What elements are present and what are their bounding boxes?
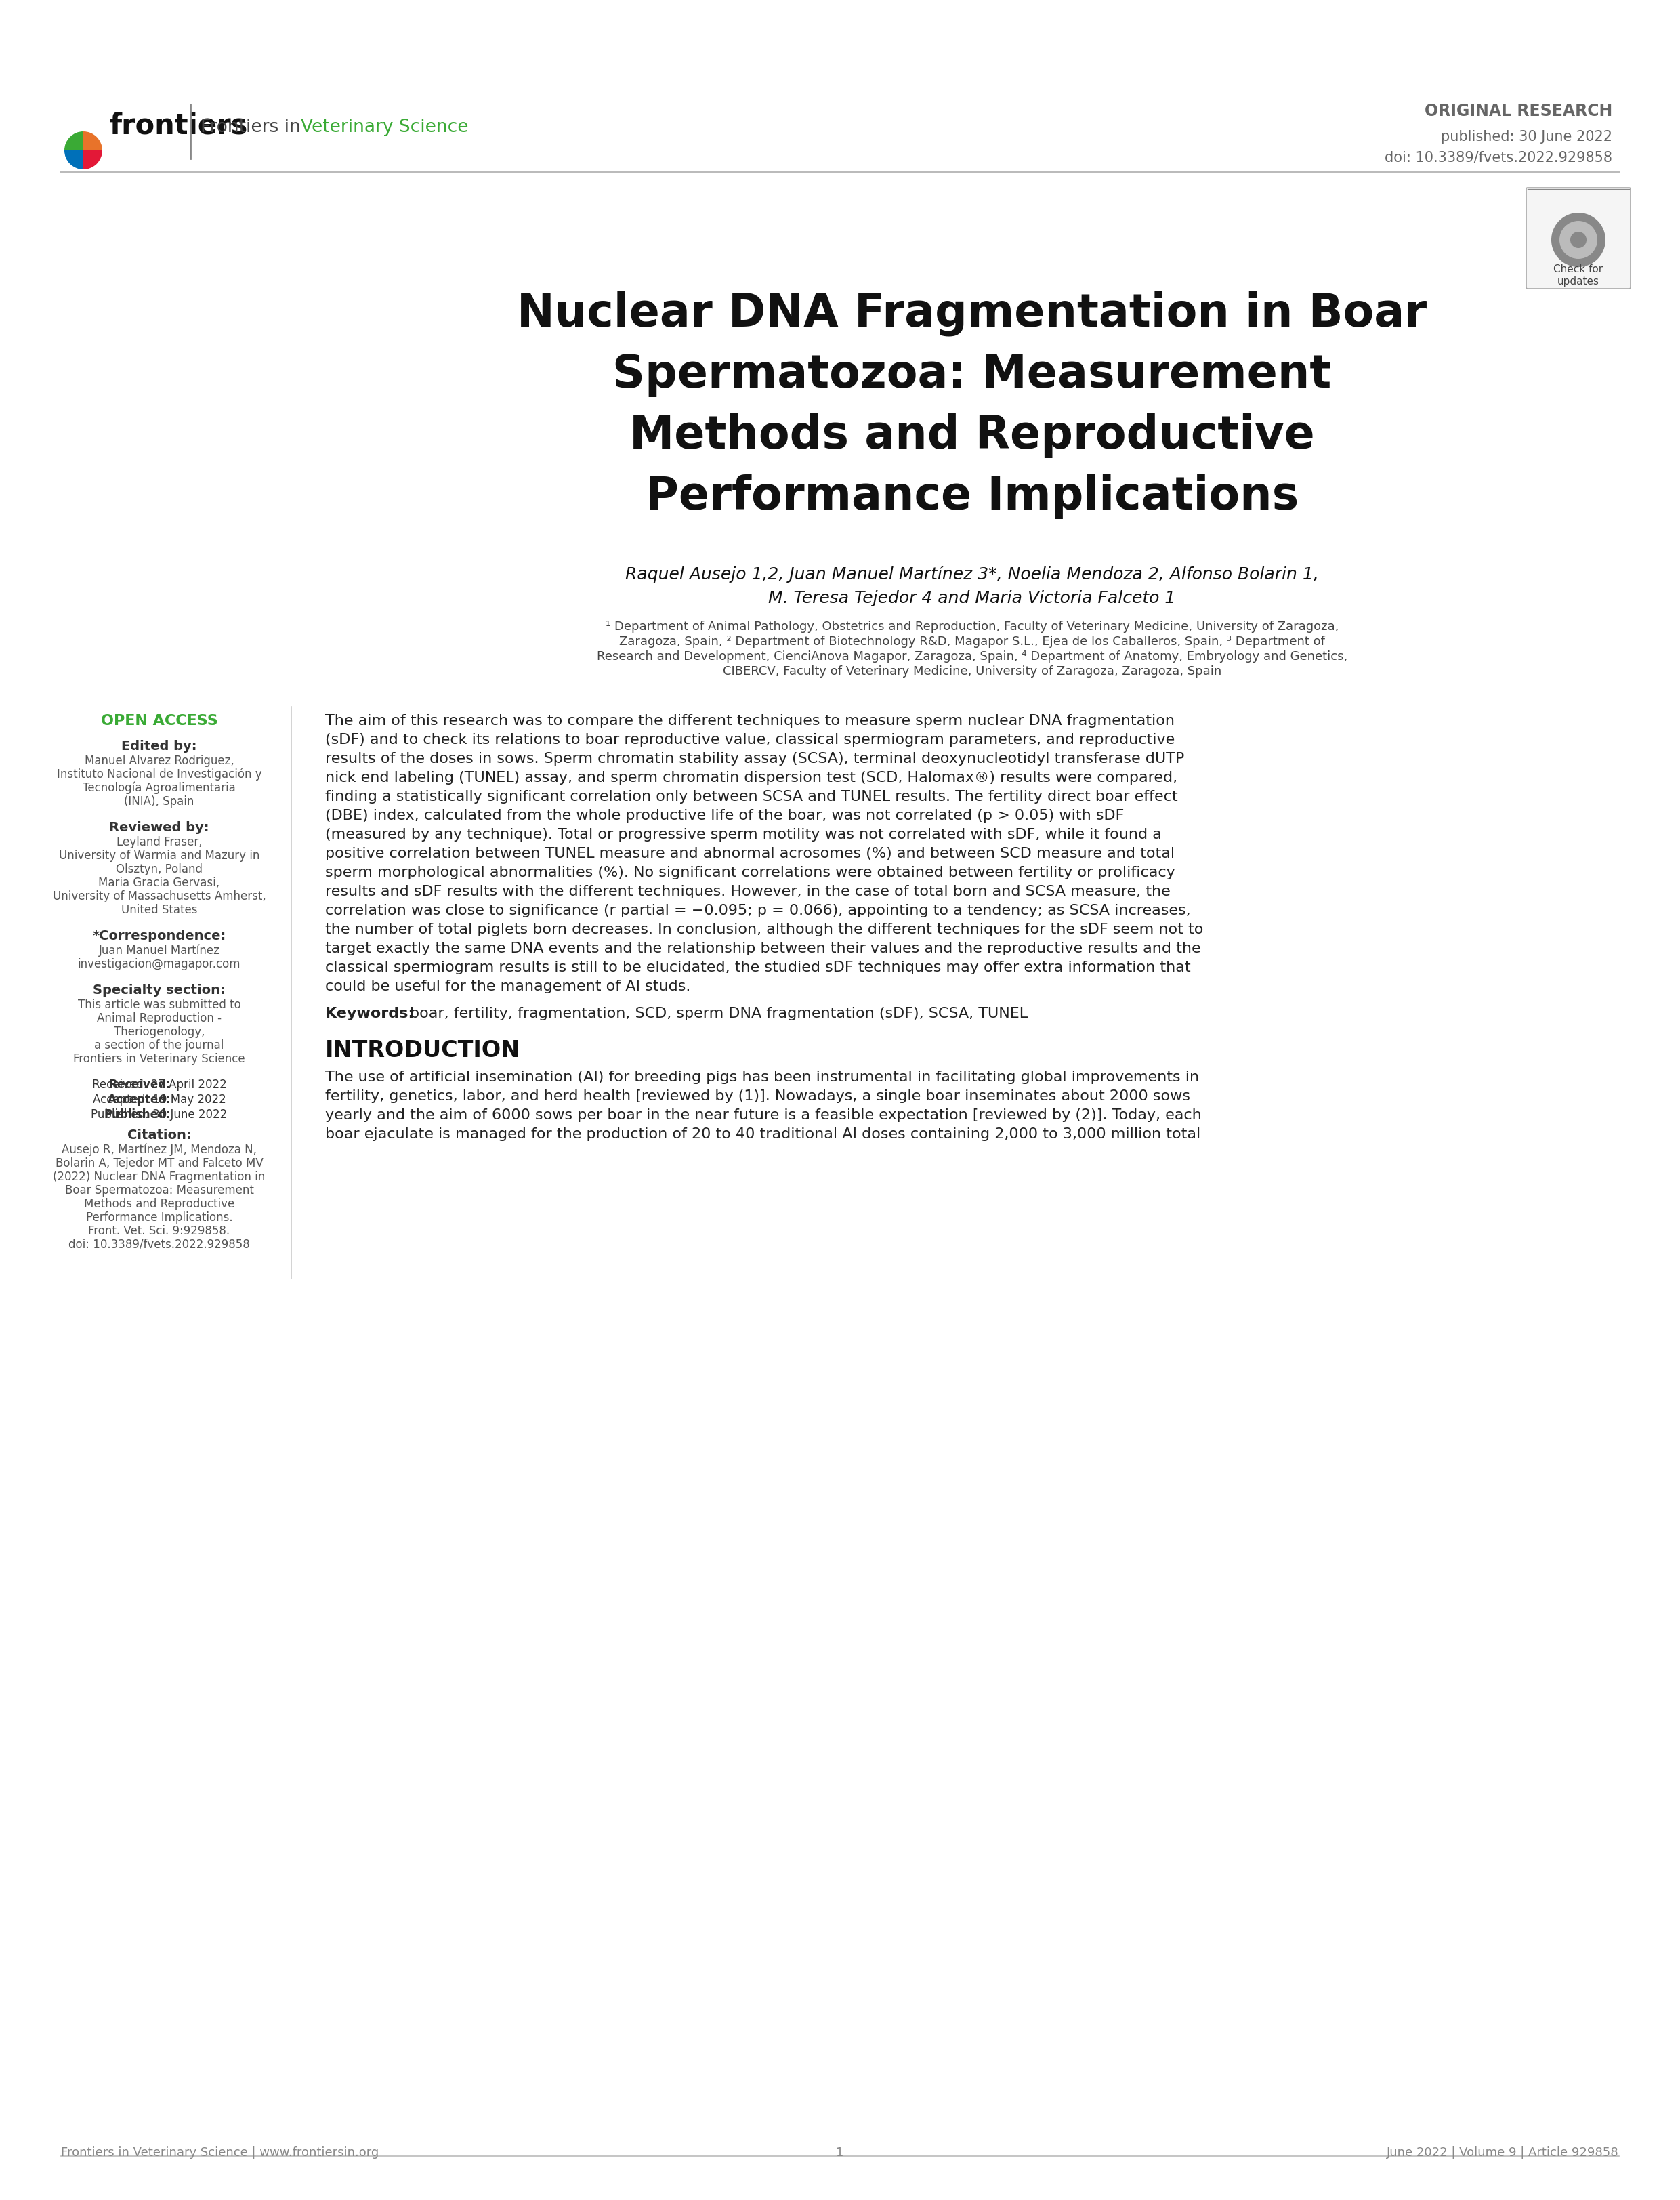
Text: Instituto Nacional de Investigación y: Instituto Nacional de Investigación y bbox=[57, 768, 262, 781]
Text: M. Teresa Tejedor 4 and Maria Victoria Falceto 1: M. Teresa Tejedor 4 and Maria Victoria F… bbox=[768, 590, 1176, 607]
Text: ORIGINAL RESEARCH: ORIGINAL RESEARCH bbox=[1425, 103, 1613, 119]
Text: The aim of this research was to compare the different techniques to measure sper: The aim of this research was to compare … bbox=[326, 715, 1174, 728]
Text: Citation:: Citation: bbox=[128, 1129, 192, 1142]
Text: June 2022 | Volume 9 | Article 929858: June 2022 | Volume 9 | Article 929858 bbox=[1388, 2145, 1620, 2158]
Text: results and sDF results with the different techniques. However, in the case of t: results and sDF results with the differe… bbox=[326, 884, 1171, 898]
Text: Published:: Published: bbox=[104, 1109, 171, 1120]
Text: Received:: Received: bbox=[109, 1078, 171, 1091]
Text: Edited by:: Edited by: bbox=[121, 739, 197, 752]
FancyBboxPatch shape bbox=[1525, 189, 1631, 288]
Text: published: 30 June 2022: published: 30 June 2022 bbox=[1441, 130, 1613, 143]
Text: Spermatozoa: Measurement: Spermatozoa: Measurement bbox=[613, 352, 1332, 396]
Text: (2022) Nuclear DNA Fragmentation in: (2022) Nuclear DNA Fragmentation in bbox=[54, 1170, 265, 1184]
Text: University of Warmia and Mazury in: University of Warmia and Mazury in bbox=[59, 849, 260, 862]
Text: Check for: Check for bbox=[1554, 264, 1603, 275]
Text: (sDF) and to check its relations to boar reproductive value, classical spermiogr: (sDF) and to check its relations to boar… bbox=[326, 733, 1174, 746]
Text: doi: 10.3389/fvets.2022.929858: doi: 10.3389/fvets.2022.929858 bbox=[69, 1239, 250, 1250]
Text: Juan Manuel Martínez: Juan Manuel Martínez bbox=[99, 944, 220, 957]
Text: Keywords:: Keywords: bbox=[326, 1008, 413, 1021]
Wedge shape bbox=[64, 152, 84, 169]
Text: Front. Vet. Sci. 9:929858.: Front. Vet. Sci. 9:929858. bbox=[89, 1225, 230, 1236]
Text: the number of total piglets born decreases. In conclusion, although the differen: the number of total piglets born decreas… bbox=[326, 922, 1203, 935]
Text: (DBE) index, calculated from the whole productive life of the boar, was not corr: (DBE) index, calculated from the whole p… bbox=[326, 810, 1124, 823]
Text: Frontiers in Veterinary Science: Frontiers in Veterinary Science bbox=[74, 1052, 245, 1065]
Text: Leyland Fraser,: Leyland Fraser, bbox=[116, 836, 202, 847]
Text: Methods and Reproductive: Methods and Reproductive bbox=[84, 1197, 235, 1210]
Text: Veterinary Science: Veterinary Science bbox=[301, 119, 469, 136]
Text: Bolarin A, Tejedor MT and Falceto MV: Bolarin A, Tejedor MT and Falceto MV bbox=[55, 1157, 264, 1168]
Text: Reviewed by:: Reviewed by: bbox=[109, 821, 208, 834]
Text: boar ejaculate is managed for the production of 20 to 40 traditional AI doses co: boar ejaculate is managed for the produc… bbox=[326, 1126, 1201, 1140]
Circle shape bbox=[1571, 233, 1586, 249]
Text: ¹ Department of Animal Pathology, Obstetrics and Reproduction, Faculty of Veteri: ¹ Department of Animal Pathology, Obstet… bbox=[605, 620, 1339, 634]
Text: Maria Gracia Gervasi,: Maria Gracia Gervasi, bbox=[99, 876, 220, 889]
Text: fertility, genetics, labor, and herd health [reviewed by (1)]. Nowadays, a singl: fertility, genetics, labor, and herd hea… bbox=[326, 1089, 1189, 1102]
Text: updates: updates bbox=[1557, 277, 1599, 286]
Text: The use of artificial insemination (AI) for breeding pigs has been instrumental : The use of artificial insemination (AI) … bbox=[326, 1069, 1200, 1085]
Text: sperm morphological abnormalities (%). No significant correlations were obtained: sperm morphological abnormalities (%). N… bbox=[326, 865, 1174, 880]
Text: target exactly the same DNA events and the relationship between their values and: target exactly the same DNA events and t… bbox=[326, 942, 1201, 955]
Text: nick end labeling (TUNEL) assay, and sperm chromatin dispersion test (SCD, Halom: nick end labeling (TUNEL) assay, and spe… bbox=[326, 770, 1178, 785]
Text: results of the doses in sows. Sperm chromatin stability assay (SCSA), terminal d: results of the doses in sows. Sperm chro… bbox=[326, 752, 1184, 766]
Text: Olsztyn, Poland: Olsztyn, Poland bbox=[116, 862, 203, 876]
Text: OPEN ACCESS: OPEN ACCESS bbox=[101, 715, 218, 728]
Text: could be useful for the management of AI studs.: could be useful for the management of AI… bbox=[326, 979, 690, 992]
Text: CIBERCV, Faculty of Veterinary Medicine, University of Zaragoza, Zaragoza, Spain: CIBERCV, Faculty of Veterinary Medicine,… bbox=[722, 664, 1221, 678]
Text: yearly and the aim of 6000 sows per boar in the near future is a feasible expect: yearly and the aim of 6000 sows per boar… bbox=[326, 1109, 1201, 1122]
Text: (measured by any technique). Total or progressive sperm motility was not correla: (measured by any technique). Total or pr… bbox=[326, 827, 1161, 840]
Text: classical spermiogram results is still to be elucidated, the studied sDF techniq: classical spermiogram results is still t… bbox=[326, 961, 1191, 975]
Wedge shape bbox=[84, 132, 102, 152]
Text: Tecnología Agroalimentaria: Tecnología Agroalimentaria bbox=[82, 781, 235, 794]
Text: Published: 30 June 2022: Published: 30 June 2022 bbox=[91, 1109, 227, 1120]
Text: 1: 1 bbox=[837, 2145, 843, 2158]
Text: finding a statistically significant correlation only between SCSA and TUNEL resu: finding a statistically significant corr… bbox=[326, 790, 1178, 803]
Text: correlation was close to significance (r partial = −0.095; p = 0.066), appointin: correlation was close to significance (r… bbox=[326, 904, 1191, 917]
Text: positive correlation between TUNEL measure and abnormal acrosomes (%) and betwee: positive correlation between TUNEL measu… bbox=[326, 847, 1174, 860]
Circle shape bbox=[1551, 213, 1606, 268]
Text: Ausejo R, Martínez JM, Mendoza N,: Ausejo R, Martínez JM, Mendoza N, bbox=[62, 1144, 257, 1155]
Text: Raquel Ausejo 1,2, Juan Manuel Martínez 3*, Noelia Mendoza 2, Alfonso Bolarin 1,: Raquel Ausejo 1,2, Juan Manuel Martínez … bbox=[625, 565, 1319, 583]
Text: Zaragoza, Spain, ² Department of Biotechnology R&D, Magapor S.L., Ejea de los Ca: Zaragoza, Spain, ² Department of Biotech… bbox=[620, 636, 1326, 647]
Text: Specialty section:: Specialty section: bbox=[92, 983, 225, 997]
Text: INTRODUCTION: INTRODUCTION bbox=[326, 1038, 521, 1060]
Text: boar, fertility, fragmentation, SCD, sperm DNA fragmentation (sDF), SCSA, TUNEL: boar, fertility, fragmentation, SCD, spe… bbox=[410, 1008, 1028, 1021]
Text: *Correspondence:: *Correspondence: bbox=[92, 928, 227, 942]
Text: Methods and Reproductive: Methods and Reproductive bbox=[630, 414, 1315, 458]
Text: Performance Implications.: Performance Implications. bbox=[86, 1210, 232, 1223]
Text: Accepted:: Accepted: bbox=[108, 1093, 171, 1104]
Wedge shape bbox=[64, 132, 84, 152]
Text: Frontiers in Veterinary Science | www.frontiersin.org: Frontiers in Veterinary Science | www.fr… bbox=[60, 2145, 380, 2158]
Text: Animal Reproduction -: Animal Reproduction - bbox=[97, 1012, 222, 1025]
Text: University of Massachusetts Amherst,: University of Massachusetts Amherst, bbox=[52, 891, 265, 902]
Text: Theriogenology,: Theriogenology, bbox=[114, 1025, 205, 1038]
Text: Accepted: 19 May 2022: Accepted: 19 May 2022 bbox=[92, 1093, 225, 1104]
Circle shape bbox=[1559, 222, 1598, 260]
Text: Performance Implications: Performance Implications bbox=[645, 475, 1299, 519]
Text: Research and Development, CienciAnova Magapor, Zaragoza, Spain, ⁴ Department of : Research and Development, CienciAnova Ma… bbox=[596, 651, 1347, 662]
Text: Received: 27 April 2022: Received: 27 April 2022 bbox=[92, 1078, 227, 1091]
Wedge shape bbox=[84, 152, 102, 169]
Text: Frontiers in: Frontiers in bbox=[200, 119, 306, 136]
Text: Manuel Alvarez Rodriguez,: Manuel Alvarez Rodriguez, bbox=[84, 755, 234, 768]
Text: Boar Spermatozoa: Measurement: Boar Spermatozoa: Measurement bbox=[66, 1184, 254, 1197]
Text: Nuclear DNA Fragmentation in Boar: Nuclear DNA Fragmentation in Boar bbox=[517, 290, 1426, 337]
Text: investigacion@magapor.com: investigacion@magapor.com bbox=[77, 957, 240, 970]
Text: This article was submitted to: This article was submitted to bbox=[77, 999, 240, 1010]
Text: doi: 10.3389/fvets.2022.929858: doi: 10.3389/fvets.2022.929858 bbox=[1384, 150, 1613, 165]
Text: United States: United States bbox=[121, 904, 197, 915]
Text: a section of the journal: a section of the journal bbox=[94, 1038, 223, 1052]
Text: (INIA), Spain: (INIA), Spain bbox=[124, 794, 195, 807]
Text: frontiers: frontiers bbox=[109, 112, 247, 141]
